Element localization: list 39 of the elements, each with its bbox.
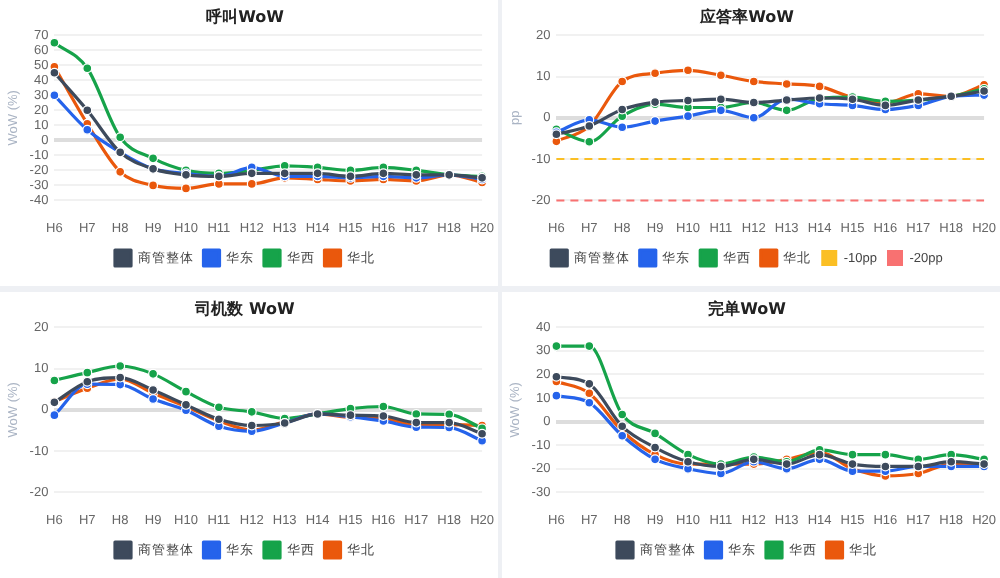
point <box>148 393 159 404</box>
chart-title: 呼叫WoW <box>206 7 285 26</box>
point <box>617 122 628 133</box>
point <box>148 153 159 164</box>
point <box>115 166 126 177</box>
chart-title: 司机数 WoW <box>193 298 295 317</box>
point <box>82 124 93 135</box>
point <box>82 63 93 74</box>
point <box>748 76 759 87</box>
point <box>115 132 126 143</box>
point <box>617 420 628 431</box>
point <box>781 78 792 89</box>
point <box>650 68 661 79</box>
point <box>682 65 693 76</box>
point <box>148 180 159 191</box>
point <box>444 408 455 419</box>
point <box>682 111 693 122</box>
point <box>584 136 595 147</box>
point <box>715 94 726 105</box>
point <box>715 70 726 81</box>
point <box>49 67 60 78</box>
point <box>650 116 661 127</box>
point <box>617 76 628 87</box>
point <box>49 90 60 101</box>
point <box>477 427 488 438</box>
point <box>682 95 693 106</box>
point <box>814 81 825 92</box>
point <box>617 104 628 115</box>
point <box>82 105 93 116</box>
point <box>49 409 60 420</box>
chart-title: 应答率WoW <box>698 5 795 26</box>
point <box>115 360 126 371</box>
point <box>180 183 191 194</box>
point <box>617 408 628 419</box>
chart-title: 完单WoW <box>708 296 787 317</box>
point <box>246 178 257 189</box>
point <box>781 105 792 116</box>
point <box>49 37 60 48</box>
point <box>650 453 661 464</box>
